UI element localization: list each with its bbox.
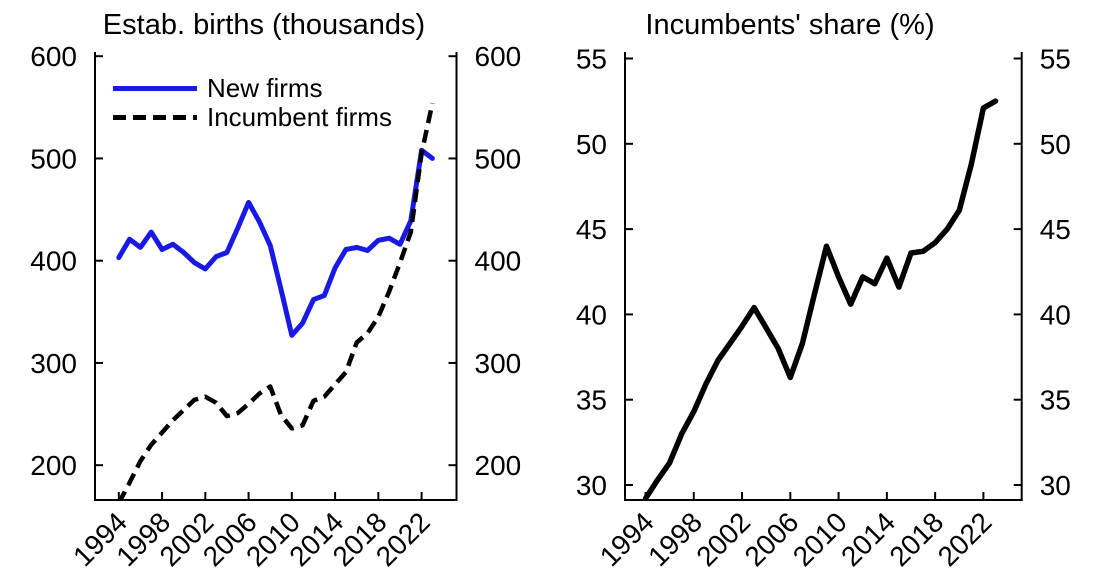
y-tick-label-left: 35 — [576, 385, 607, 416]
y-tick-label-left: 40 — [576, 299, 607, 330]
y-tick-label-right: 30 — [1040, 470, 1071, 501]
y-tick-label-left: 600 — [30, 41, 77, 72]
legend-item-incumbent-firms: Incumbent firms — [113, 104, 392, 130]
y-tick-label-right: 500 — [475, 143, 522, 174]
y-tick-label-right: 45 — [1040, 214, 1071, 245]
y-tick-label-right: 300 — [475, 348, 522, 379]
legend: New firms Incumbent firms — [113, 75, 392, 130]
x-tick-label: 2006 — [739, 506, 805, 572]
y-tick-label-left: 300 — [30, 348, 77, 379]
y-tick-label-right: 35 — [1040, 385, 1071, 416]
y-tick-label-right: 55 — [1040, 44, 1071, 75]
legend-item-new-firms: New firms — [113, 75, 392, 101]
legend-label-incumbent-firms: Incumbent firms — [207, 102, 392, 132]
y-tick-label-right: 50 — [1040, 129, 1071, 160]
y-tick-label-right: 200 — [475, 450, 522, 481]
legend-line-sample-dashed-icon — [113, 114, 197, 120]
y-tick-label-left: 45 — [576, 214, 607, 245]
y-tick-label-left: 55 — [576, 44, 607, 75]
legend-label-new-firms: New firms — [207, 73, 323, 103]
x-tick-label: 2010 — [787, 506, 853, 572]
x-tick-label: 2022 — [932, 506, 998, 572]
y-tick-label-left: 500 — [30, 143, 77, 174]
y-tick-label-left: 30 — [576, 470, 607, 501]
x-tick-label: 2014 — [835, 506, 901, 572]
left-chart-title: Estab. births (thousands) — [102, 9, 426, 41]
y-tick-label-left: 50 — [576, 129, 607, 160]
y-tick-label-right: 400 — [475, 246, 522, 277]
y-tick-label-left: 200 — [30, 450, 77, 481]
x-tick-label: 1994 — [594, 506, 660, 572]
x-tick-label: 2002 — [690, 506, 756, 572]
legend-line-sample-solid-icon — [113, 85, 197, 91]
right-chart-title: Incumbents' share (%) — [645, 9, 935, 41]
y-tick-label-right: 40 — [1040, 299, 1071, 330]
x-tick-label: 2018 — [883, 506, 949, 572]
series-line-incumbent-firms — [117, 102, 435, 500]
series-line-new-firms — [116, 147, 435, 338]
x-tick-label: 1998 — [642, 506, 708, 572]
series-line-incumbents-share — [642, 98, 999, 500]
y-tick-label-right: 600 — [475, 41, 522, 72]
y-tick-label-left: 400 — [30, 246, 77, 277]
